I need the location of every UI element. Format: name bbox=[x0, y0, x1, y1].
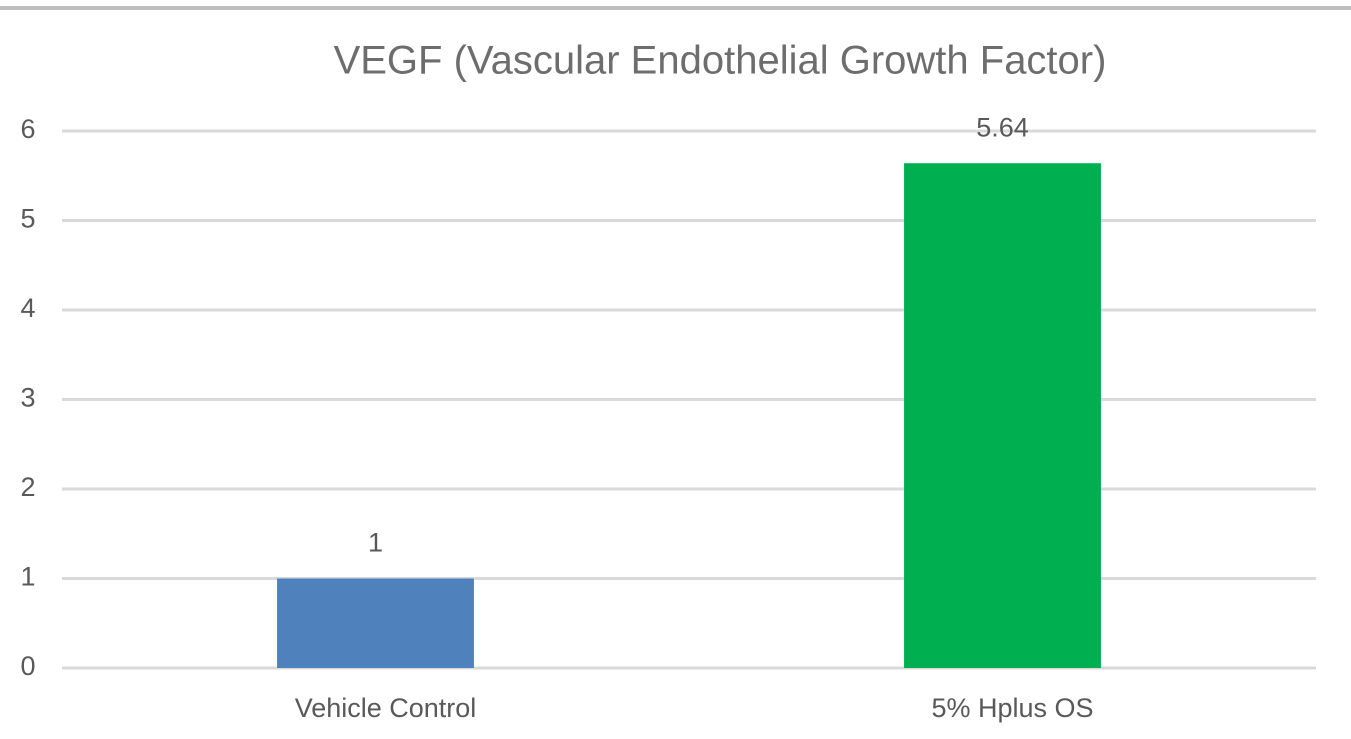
x-tick-label: Vehicle Control bbox=[295, 693, 477, 723]
y-tick-label: 6 bbox=[20, 114, 35, 144]
y-tick-label: 5 bbox=[20, 204, 35, 234]
bar bbox=[904, 163, 1101, 668]
y-tick-label: 0 bbox=[20, 651, 35, 681]
data-label: 5.64 bbox=[976, 112, 1029, 142]
y-tick-label: 3 bbox=[20, 383, 35, 413]
y-tick-label: 1 bbox=[20, 562, 35, 592]
x-tick-label: 5% Hplus OS bbox=[931, 693, 1093, 723]
bar bbox=[277, 578, 474, 668]
y-tick-label: 2 bbox=[20, 472, 35, 502]
chart-title: VEGF (Vascular Endothelial Growth Factor… bbox=[334, 39, 1107, 83]
data-label: 1 bbox=[368, 528, 383, 558]
top-border bbox=[0, 6, 1351, 10]
y-tick-label: 4 bbox=[20, 293, 35, 323]
